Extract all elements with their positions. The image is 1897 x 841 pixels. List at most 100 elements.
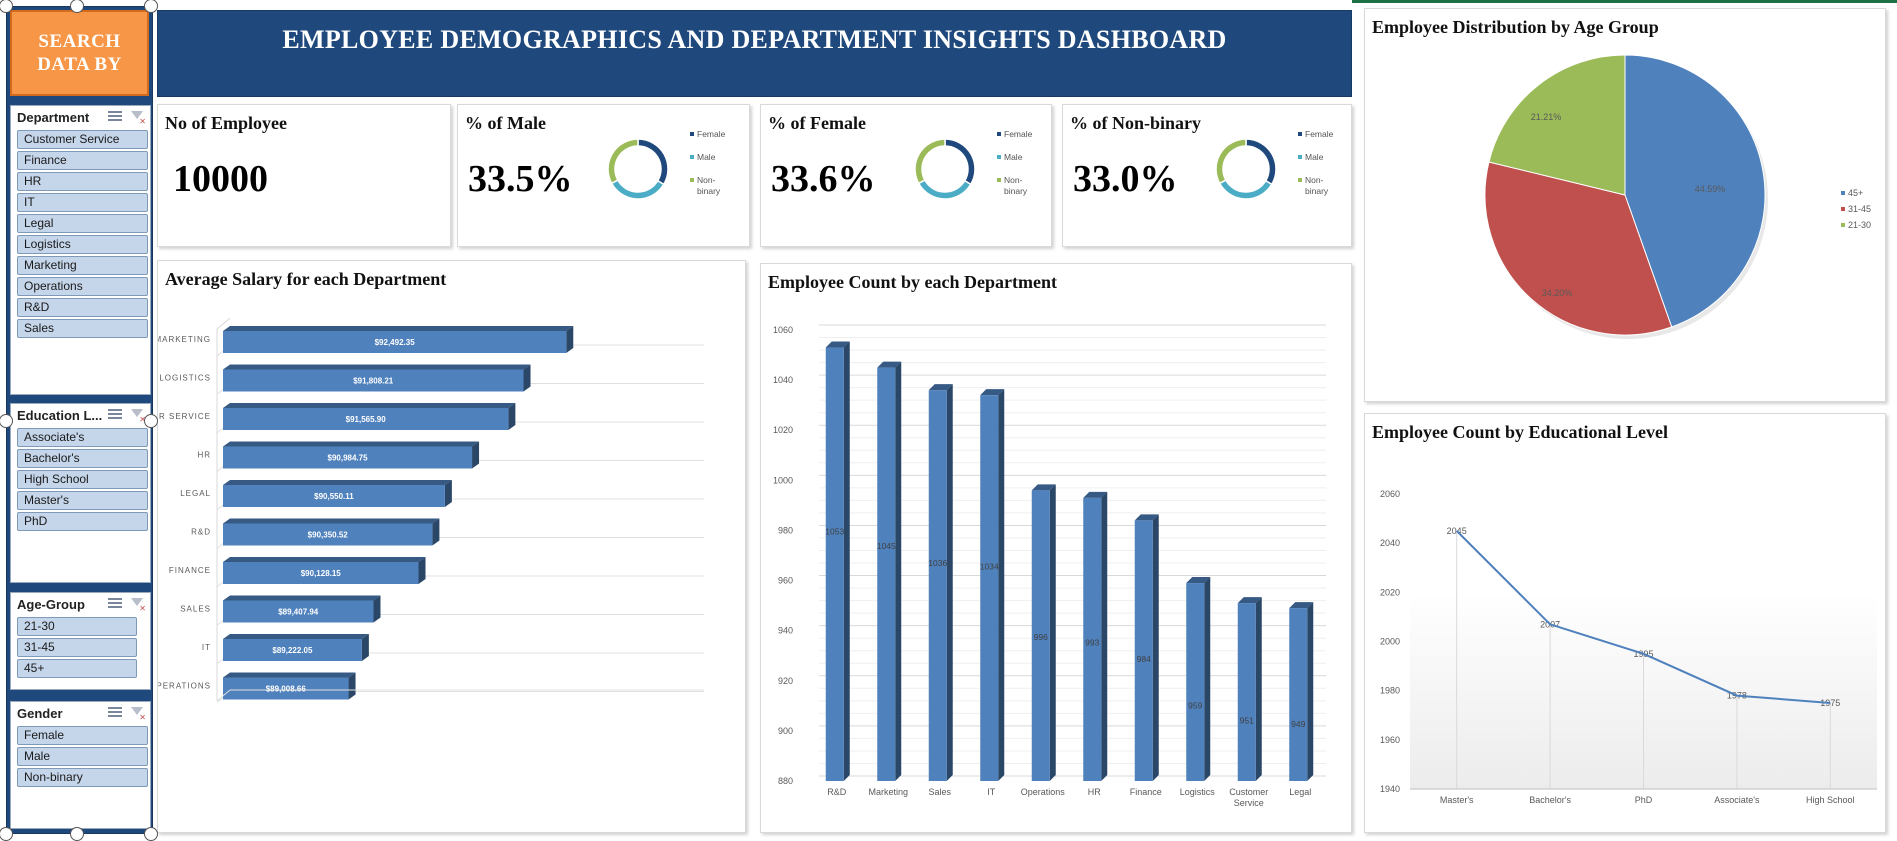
dept-column-top — [825, 341, 850, 348]
donut-slice-male — [1218, 179, 1273, 200]
multi-select-icon[interactable] — [108, 408, 122, 421]
dept-category-label: HR — [1088, 787, 1101, 797]
dept-column-top — [1237, 597, 1262, 604]
slicer-item-rd[interactable]: R&D — [17, 298, 148, 317]
legend-nonbinary-line1: Non- — [697, 175, 716, 185]
education-category-label: PhD — [1635, 795, 1653, 805]
clear-filter-icon[interactable] — [130, 706, 146, 722]
dept-column-side — [1307, 602, 1314, 781]
legend-female: Female — [1298, 129, 1333, 140]
dept-column-side — [1049, 484, 1056, 781]
dashboard-title: EMPLOYEE DEMOGRAPHICS AND DEPARTMENT INS… — [282, 25, 1227, 54]
search-title-line1: SEARCH — [38, 31, 121, 52]
legend-male: Male — [997, 152, 1032, 163]
selection-handle[interactable] — [70, 827, 84, 841]
slicer-item-operations[interactable]: Operations — [17, 277, 148, 296]
dept-column-top — [1186, 577, 1211, 584]
y-tick-label: 980 — [778, 525, 793, 535]
slicer-item-it[interactable]: IT — [17, 193, 148, 212]
slicer-item-bachelors[interactable]: Bachelor's — [17, 449, 148, 468]
multi-select-icon[interactable] — [108, 597, 122, 610]
legend-nonbinary: Non-binary — [690, 175, 725, 197]
slicer-item-legal[interactable]: Legal — [17, 214, 148, 233]
y-tick-label: 1940 — [1380, 784, 1400, 794]
gender-donut-chart — [914, 138, 976, 200]
salary-bar-side — [418, 557, 426, 584]
slicer-item-31-45[interactable]: 31-45 — [17, 638, 137, 657]
clear-filter-icon[interactable] — [130, 110, 146, 126]
salary-category-label: LOGISTICS — [159, 374, 211, 383]
dept-column-side — [1101, 491, 1108, 781]
kpi-value-nonbinary: 33.0% — [1073, 158, 1178, 200]
salary-category-label: SALES — [180, 605, 211, 614]
selection-handle[interactable] — [144, 0, 158, 13]
clear-filter-icon[interactable] — [130, 408, 146, 424]
slicer-item-sales[interactable]: Sales — [17, 319, 148, 338]
donut-slice-male — [917, 179, 972, 200]
legend-nonbinary-line2: binary — [697, 186, 721, 196]
multi-select-icon[interactable] — [108, 110, 122, 123]
slicer-item-finance[interactable]: Finance — [17, 151, 148, 170]
slicer-item-phd[interactable]: PhD — [17, 512, 148, 531]
dept-data-label: 984 — [1137, 654, 1151, 664]
salary-data-label: $90,550.11 — [314, 492, 354, 501]
salary-bar-top — [223, 480, 452, 485]
dept-column-top — [1083, 491, 1108, 498]
dept-column — [1237, 603, 1256, 781]
salary-bar-top — [223, 326, 574, 331]
education-slicer: Education L... Associate's Bachelor's Hi… — [10, 403, 151, 583]
slicer-item-21-30[interactable]: 21-30 — [17, 617, 137, 636]
salary-bar — [223, 600, 374, 623]
slicer-item-non-binary[interactable]: Non-binary — [17, 768, 148, 787]
dept-column-top — [928, 384, 953, 391]
selection-handle[interactable] — [0, 414, 13, 428]
multi-select-icon[interactable] — [108, 706, 122, 719]
kpi-card-nonbinary: % of Non-binary 33.0% Female Male Non-bi… — [1062, 104, 1352, 247]
y-tick-label: 2040 — [1380, 538, 1400, 548]
top-accent-line — [1352, 0, 1897, 3]
line-data-label: 2045 — [1447, 526, 1467, 536]
selection-handle[interactable] — [70, 0, 84, 13]
selection-handle[interactable] — [144, 827, 158, 841]
dept-category-label: IT — [987, 787, 996, 797]
slicer-item-male[interactable]: Male — [17, 747, 148, 766]
education-slicer-title: Education L... — [17, 407, 103, 423]
slicer-item-logistics[interactable]: Logistics — [17, 235, 148, 254]
clear-filter-icon[interactable] — [130, 597, 146, 613]
dept-column — [1083, 497, 1102, 781]
age-group-slicer: Age-Group 21-30 31-45 45+ — [10, 592, 151, 690]
salary-bar — [223, 639, 362, 661]
slicer-item-high-school[interactable]: High School — [17, 470, 148, 489]
salary-category-label: CUSTOMER SERVICE — [158, 412, 211, 421]
slicer-item-female[interactable]: Female — [17, 726, 148, 745]
salary-bar — [223, 485, 445, 507]
y-tick-label: 1980 — [1380, 686, 1400, 696]
salary-category-label: LEGAL — [180, 489, 211, 498]
age-pie-card: Employee Distribution by Age Group 44.59… — [1364, 8, 1886, 402]
slicer-item-marketing[interactable]: Marketing — [17, 256, 148, 275]
legend-male: Male — [690, 152, 725, 163]
salary-bar-side — [523, 364, 531, 392]
selection-handle[interactable] — [0, 0, 13, 13]
slicer-item-associates[interactable]: Associate's — [17, 428, 148, 447]
slicer-item-masters[interactable]: Master's — [17, 491, 148, 510]
y-tick-label: 920 — [778, 676, 793, 686]
dept-category-label: Marketing — [868, 787, 908, 797]
selection-handle[interactable] — [0, 827, 13, 841]
dept-column-side — [895, 361, 902, 781]
salary-chart-title: Average Salary for each Department — [165, 269, 447, 289]
dept-data-label: 959 — [1188, 700, 1202, 710]
salary-data-label: $89,407.94 — [278, 608, 319, 617]
department-slicer: Department Customer Service Finance HR I… — [10, 105, 151, 395]
slicer-item-customer-service[interactable]: Customer Service — [17, 130, 148, 149]
salary-data-label: $89,008.66 — [266, 685, 307, 694]
selection-handle[interactable] — [144, 414, 158, 428]
salary-bar-top — [223, 557, 426, 562]
y-tick-label: 1040 — [773, 375, 793, 385]
donut-slice-female — [637, 138, 669, 186]
slicer-item-hr[interactable]: HR — [17, 172, 148, 191]
slicer-item-45-plus[interactable]: 45+ — [17, 659, 137, 678]
salary-category-label: HR — [197, 451, 211, 460]
donut-legend: Female Male Non-binary — [1298, 129, 1333, 209]
